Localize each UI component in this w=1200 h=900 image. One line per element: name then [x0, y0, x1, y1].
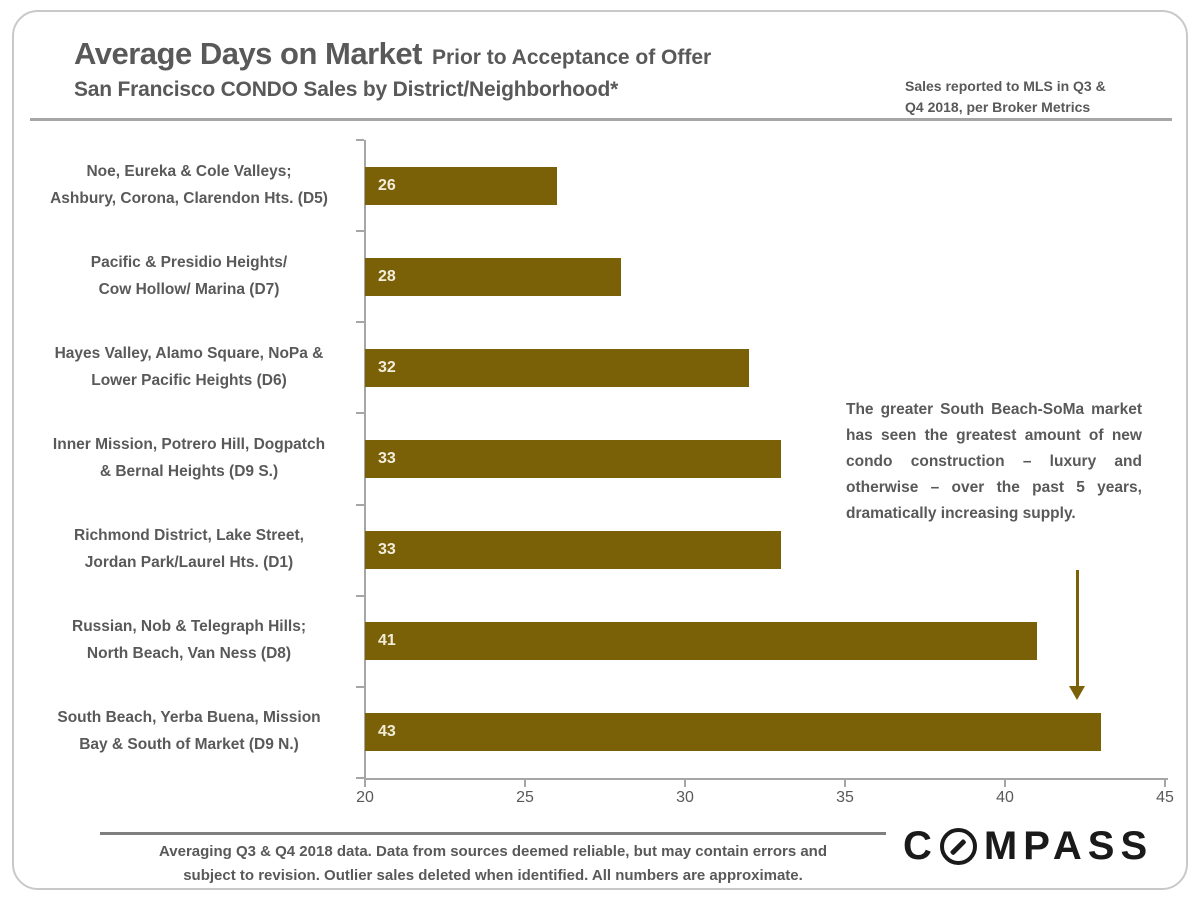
annotation-text: The greater South Beach-SoMa market has …: [846, 401, 1142, 522]
x-axis-tick-label: 40: [996, 789, 1014, 806]
category-label: Pacific & Presidio Heights/Cow Hollow/ M…: [90, 253, 288, 298]
bar-value-label: 41: [378, 632, 396, 650]
bar: 41: [365, 622, 1037, 661]
category-label: Russian, Nob & Telegraph Hills; North Bea…: [72, 618, 306, 663]
x-axis-tick: [524, 780, 526, 787]
bar-value-label: 33: [378, 450, 396, 467]
category-label: South Beach, Yerba Buena, Mission Bay & S…: [57, 709, 321, 754]
compass-o-icon: [939, 828, 977, 865]
x-axis-tick: [1004, 780, 1006, 787]
bar: 33: [365, 440, 781, 478]
category-label: Richmond District, Lake Street, Jordan Pa…: [74, 527, 304, 572]
footer-line2: subject to revision. Outlier sales delet…: [183, 867, 803, 884]
x-axis-tick-label: 45: [1156, 789, 1174, 806]
bar: 33: [365, 531, 781, 570]
y-axis-tick: [356, 777, 364, 779]
category-label: Inner Mission, Potrero Hill, Dogpatch & B…: [52, 436, 326, 480]
bar-value-label: 33: [378, 541, 396, 559]
y-axis-tick: [356, 230, 364, 233]
bar: 32: [365, 348, 749, 387]
category-label: Hayes Valley, Alamo Square, NoPa & Lower …: [54, 344, 324, 389]
header-divider: [30, 118, 1172, 121]
footer-disclaimer: Averaging Q3 & Q4 2018 data. Data from s…: [88, 840, 898, 888]
x-axis-tick: [364, 780, 366, 787]
footer-line1: Averaging Q3 & Q4 2018 data. Data from s…: [158, 843, 827, 860]
x-axis-line: [364, 778, 1168, 780]
y-axis-tick: [356, 685, 364, 688]
y-axis-tick: [356, 321, 364, 324]
y-axis-tick: [356, 503, 364, 506]
source-note: Sales reported to MLS in Q3 & Q4 2018, p…: [905, 76, 1165, 118]
x-axis-tick-label: 30: [676, 789, 694, 806]
x-axis-tick-label: 25: [516, 789, 534, 806]
x-axis-tick-label: 35: [836, 789, 854, 806]
title-main: Average Days on Market: [74, 36, 422, 71]
x-axis-tick: [844, 780, 846, 787]
bar: 26: [365, 166, 557, 205]
x-axis-tick: [684, 780, 686, 787]
title-line2: San Francisco CONDO Sales by District/Ne…: [74, 78, 619, 101]
source-note-line1: Sales reported to MLS in Q3 &: [905, 78, 1106, 94]
y-axis-tick: [356, 412, 364, 415]
annotation-arrow-line: [1076, 570, 1079, 686]
bar: 43: [365, 713, 1101, 752]
logo-letters-mpass: MPASS: [983, 824, 1154, 868]
title-subtitle: Prior to Acceptance of Offer: [431, 46, 712, 69]
category-label: Noe, Eureka & Cole Valleys; Ashbury, Coro…: [50, 162, 328, 207]
logo-letter-c: C: [903, 824, 938, 868]
annotation-arrow-icon: [1069, 686, 1085, 700]
footer-divider: [100, 832, 886, 835]
source-note-line2: Q4 2018, per Broker Metrics: [905, 99, 1091, 115]
page-title: Average Days on Market Prior to Acceptanc…: [74, 36, 711, 102]
y-axis-tick: [356, 594, 364, 597]
x-axis-tick: [1164, 780, 1166, 787]
bar: 28: [365, 257, 621, 296]
bar-value-label: 32: [378, 358, 396, 376]
y-axis-tick: [356, 139, 364, 141]
compass-logo: C MPASS: [903, 824, 1153, 869]
bar-value-label: 28: [378, 267, 396, 285]
bar-value-label: 43: [378, 723, 396, 741]
x-axis-tick-label: 20: [356, 789, 374, 806]
bar-value-label: 26: [378, 176, 396, 194]
